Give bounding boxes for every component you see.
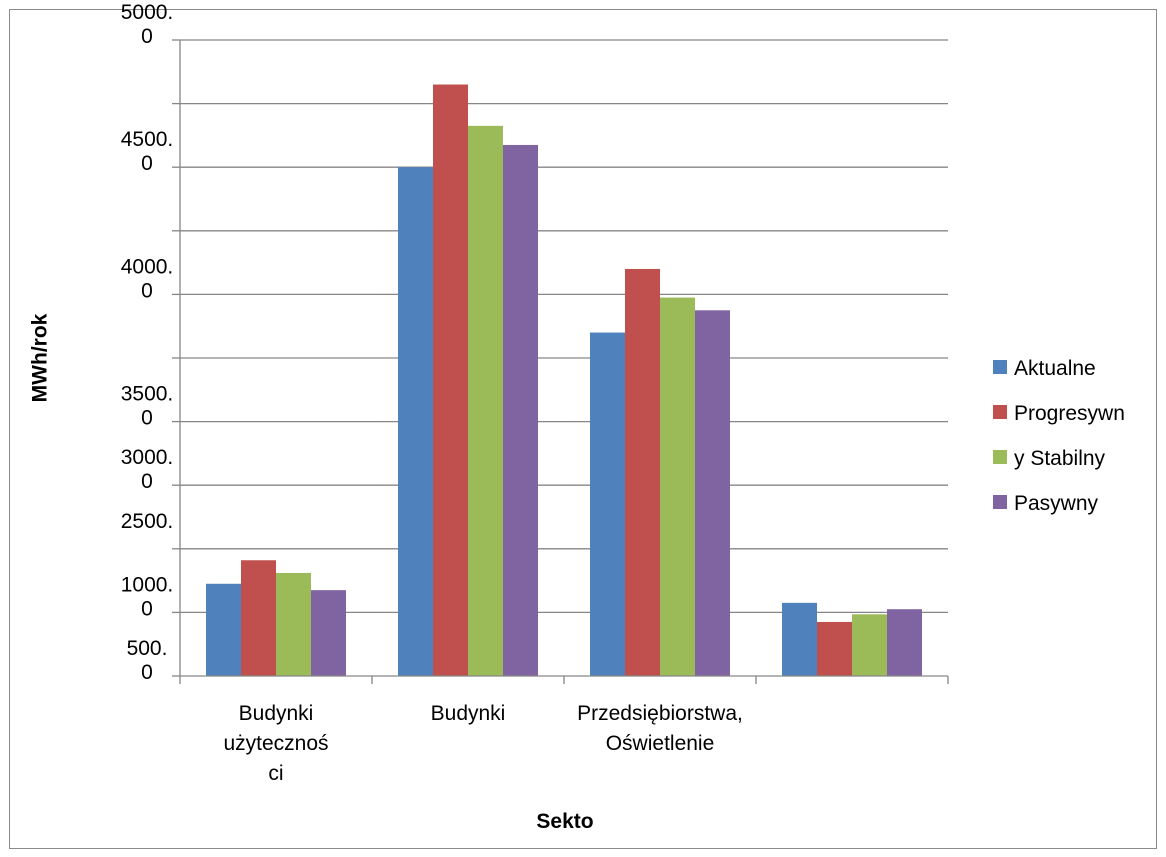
bar	[695, 310, 730, 676]
bar	[311, 590, 346, 676]
legend-label: Progresywn	[1014, 402, 1125, 425]
y-tick-label: 0	[141, 661, 153, 684]
legend-label: y Stabilny	[1014, 447, 1106, 470]
y-tick-label: 3000.	[121, 446, 174, 469]
y-tick-label: 0	[141, 407, 153, 430]
y-tick-label: 0	[141, 25, 153, 48]
x-category-label: Budynki	[431, 702, 506, 725]
chart-area	[9, 9, 1157, 849]
legend-swatch	[993, 405, 1007, 419]
y-tick-label: 0	[141, 152, 153, 175]
axes	[172, 39, 949, 684]
bar	[468, 125, 503, 677]
bars	[206, 84, 922, 677]
legend-swatch	[993, 360, 1007, 374]
bar	[433, 84, 468, 676]
y-tick-label: 0	[141, 279, 153, 302]
legend-swatch	[993, 495, 1007, 509]
y-tick-label: 1000.	[121, 573, 174, 596]
y-tick-label: 4500.	[121, 128, 174, 151]
bar	[503, 144, 538, 676]
bar	[241, 560, 276, 676]
bar	[398, 167, 433, 676]
legend-swatch	[993, 450, 1007, 464]
y-tick-label: 0	[141, 470, 153, 493]
x-category-label: ci	[268, 762, 283, 785]
x-category-label: Budynki	[239, 702, 314, 725]
x-category-label: użytecznoś	[223, 732, 328, 755]
legend-label: Aktualne	[1014, 357, 1096, 380]
y-tick-label: 2500.	[121, 510, 174, 533]
y-tick-label: 500.	[127, 637, 168, 660]
bar	[590, 332, 625, 676]
legend-label: Pasywny	[1014, 492, 1099, 515]
y-tick-label: 5000.	[121, 1, 174, 24]
y-tick-label: 3500.	[121, 383, 174, 406]
y-tick-labels: 500.01000.02500.3000.03500.04000.04500.0…	[121, 1, 174, 684]
bar	[625, 268, 660, 676]
bar	[660, 297, 695, 676]
x-category-label: Przedsiębiorstwa,	[577, 702, 743, 725]
legend: Aktualne Progresywn y Stabilny Pasywny	[993, 357, 1125, 515]
bar	[782, 602, 817, 676]
y-tick-label: 0	[141, 597, 153, 620]
bar	[887, 609, 922, 676]
bar	[206, 583, 241, 676]
y-axis-title: MWh/rok	[29, 313, 52, 402]
x-category-labels: Budynki użytecznoś ci Budynki Przedsiębiorst…	[223, 702, 742, 785]
bar	[276, 572, 311, 676]
bar	[817, 621, 852, 676]
gridlines	[180, 39, 948, 614]
bar	[852, 614, 887, 676]
x-axis-title: Sekto	[536, 810, 593, 833]
x-category-label: Oświetlenie	[606, 732, 715, 755]
y-tick-label: 4000.	[121, 255, 174, 278]
